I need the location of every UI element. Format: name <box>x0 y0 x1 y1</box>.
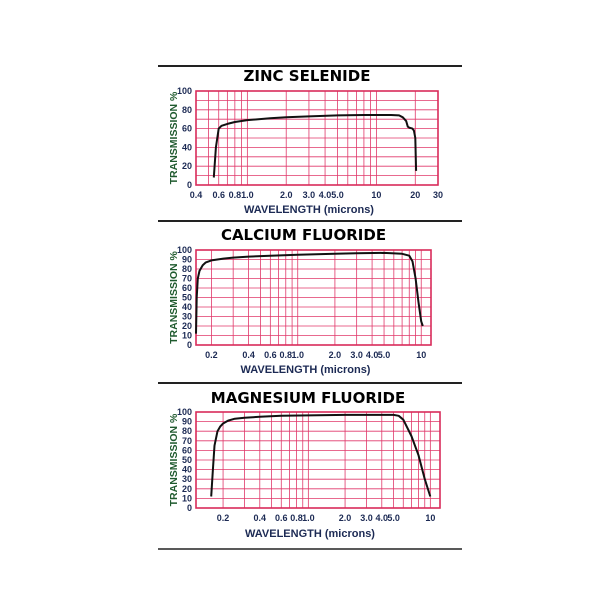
x-tick-label: 4.0 <box>319 190 332 200</box>
x-tick-label: 1.0 <box>241 190 254 200</box>
grid <box>196 412 440 508</box>
y-tick-label: 50 <box>182 455 192 465</box>
grid <box>196 250 431 345</box>
y-tick-label: 100 <box>177 407 192 417</box>
x-tick-label: 1.0 <box>291 350 304 360</box>
x-tick-label: 0.4 <box>254 513 267 523</box>
x-tick-label: 2.0 <box>339 513 352 523</box>
x-tick-label: 0.8 <box>280 350 293 360</box>
y-tick-label: 0 <box>187 503 192 513</box>
chart-title: MAGNESIUM FLUORIDE <box>211 389 405 407</box>
x-tick-label: 0.2 <box>217 513 230 523</box>
transmission-curve <box>210 413 432 497</box>
y-tick-label: 80 <box>182 426 192 436</box>
plot-frame <box>195 90 439 186</box>
x-tick-label: 5.0 <box>331 190 344 200</box>
x-axis-label: WAVELENGTH (microns) <box>245 528 375 540</box>
plot-frame <box>195 411 441 509</box>
x-tick-label: 0.8 <box>229 190 242 200</box>
y-tick-label: 60 <box>182 283 192 293</box>
x-tick-label: 0.4 <box>242 350 255 360</box>
y-tick-label: 50 <box>182 293 192 303</box>
y-tick-label: 80 <box>182 264 192 274</box>
separators <box>158 65 462 550</box>
x-tick-label: 10 <box>425 513 435 523</box>
x-tick-label: 10 <box>416 350 426 360</box>
x-tick-label: 0.6 <box>212 190 225 200</box>
y-tick-label: 90 <box>182 255 192 265</box>
y-tick-label: 60 <box>182 124 192 134</box>
x-tick-label: 5.0 <box>387 513 400 523</box>
x-axis-label: WAVELENGTH (microns) <box>241 364 371 376</box>
y-axis-label: TRANSMISSION % <box>168 250 180 343</box>
x-tick-label: 3.0 <box>350 350 363 360</box>
y-tick-label: 20 <box>182 321 192 331</box>
transmission-curve <box>212 114 418 178</box>
y-tick-label: 30 <box>182 474 192 484</box>
x-tick-label: 3.0 <box>303 190 316 200</box>
chart-title: CALCIUM FLUORIDE <box>221 226 386 244</box>
y-tick-label: 60 <box>182 445 192 455</box>
y-axis-label: TRANSMISSION % <box>168 91 180 184</box>
y-axis-label: TRANSMISSION % <box>168 413 180 506</box>
y-tick-label: 100 <box>177 86 192 96</box>
chart-title: ZINC SELENIDE <box>244 67 371 85</box>
x-tick-label: 2.0 <box>280 190 293 200</box>
transmission-curve <box>195 251 424 334</box>
y-tick-label: 80 <box>182 105 192 115</box>
magnesium-fluoride-chart: MAGNESIUM FLUORIDE0102030405060708090100… <box>168 389 441 540</box>
y-tick-label: 40 <box>182 465 192 475</box>
calcium-fluoride-chart: CALCIUM FLUORIDE01020304050607080901000.… <box>168 226 432 376</box>
y-tick-label: 70 <box>182 436 192 446</box>
y-tick-label: 40 <box>182 302 192 312</box>
x-tick-label: 0.2 <box>205 350 218 360</box>
y-tick-label: 70 <box>182 274 192 284</box>
zinc-selenide-chart: ZINC SELENIDE 0 20 40 60 80 100 0.4 0.6 0.8 1.0 2.0… <box>168 67 443 216</box>
y-tick-label: 0 <box>187 340 192 350</box>
x-tick-label: 2.0 <box>329 350 342 360</box>
x-tick-label: 0.6 <box>275 513 288 523</box>
y-tick-label: 0 <box>187 180 192 190</box>
grid <box>196 91 438 185</box>
x-tick-label: 0.4 <box>190 190 203 200</box>
y-tick-label: 10 <box>182 493 192 503</box>
y-tick-label: 30 <box>182 312 192 322</box>
y-tick-label: 20 <box>182 484 192 494</box>
x-tick-label: 1.0 <box>302 513 315 523</box>
x-axis-label: WAVELENGTH (microns) <box>244 204 374 216</box>
y-tick-label: 10 <box>182 331 192 341</box>
y-tick-label: 40 <box>182 142 192 152</box>
y-tick-label: 100 <box>177 245 192 255</box>
x-tick-label: 5.0 <box>378 350 391 360</box>
x-tick-label: 10 <box>371 190 381 200</box>
x-tick-label: 3.0 <box>360 513 373 523</box>
x-tick-label: 4.0 <box>366 350 379 360</box>
x-tick-label: 4.0 <box>376 513 389 523</box>
y-tick-label: 20 <box>182 161 192 171</box>
x-tick-label: 30 <box>433 190 443 200</box>
x-tick-label: 0.6 <box>264 350 277 360</box>
x-tick-label: 0.8 <box>290 513 303 523</box>
x-tick-label: 20 <box>410 190 420 200</box>
y-tick-label: 90 <box>182 417 192 427</box>
